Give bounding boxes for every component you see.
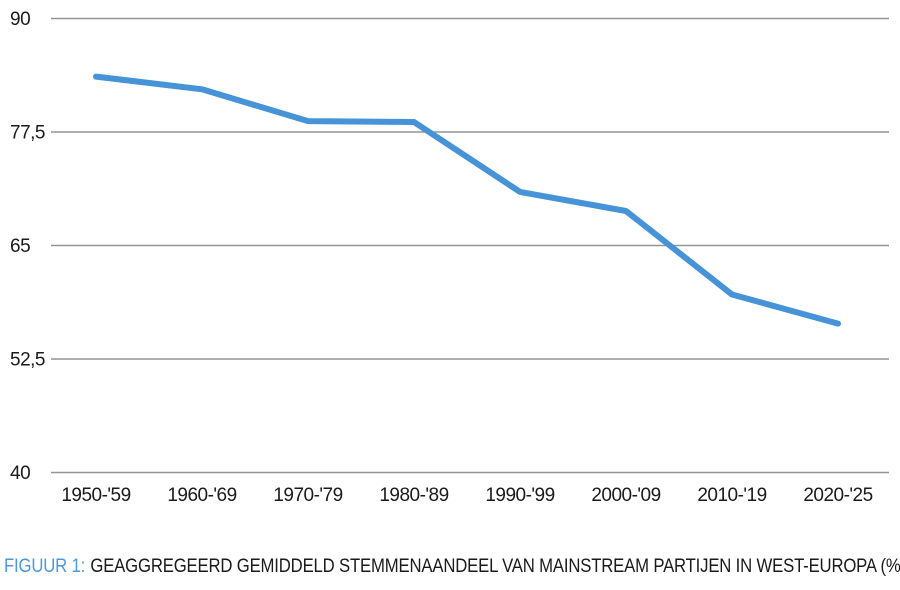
x-tick-label: 1960-'69 <box>167 485 236 506</box>
x-tick-label: 2000-'09 <box>591 485 660 506</box>
line-chart: 90 77,5 65 52,5 40 1950-'59 1960-'69 1970-'79 19… <box>10 9 889 506</box>
figure-caption-text: GEAGGREGEERD GEMIDDELD STEMMENAANDEEL VA… <box>90 556 900 577</box>
data-line-mainstream-vote-share <box>93 73 841 327</box>
y-tick-label: 90 <box>10 9 30 30</box>
y-tick-label: 52,5 <box>10 350 45 371</box>
y-tick-label: 65 <box>10 236 30 257</box>
x-tick-label: 2010-'19 <box>697 485 766 506</box>
y-tick-label: 40 <box>10 463 30 484</box>
y-tick-label: 77,5 <box>10 123 45 144</box>
x-tick-label: 1980-'89 <box>379 485 448 506</box>
figure-caption-label: FIGUUR 1: <box>4 556 86 577</box>
x-tick-label: 1990-'99 <box>485 485 554 506</box>
x-tick-label: 1950-'59 <box>61 485 130 506</box>
x-tick-label: 1970-'79 <box>273 485 342 506</box>
x-tick-label: 2020-'25 <box>803 485 872 506</box>
figure-caption: FIGUUR 1: GEAGGREGEERD GEMIDDELD STEMMENA… <box>4 556 900 578</box>
